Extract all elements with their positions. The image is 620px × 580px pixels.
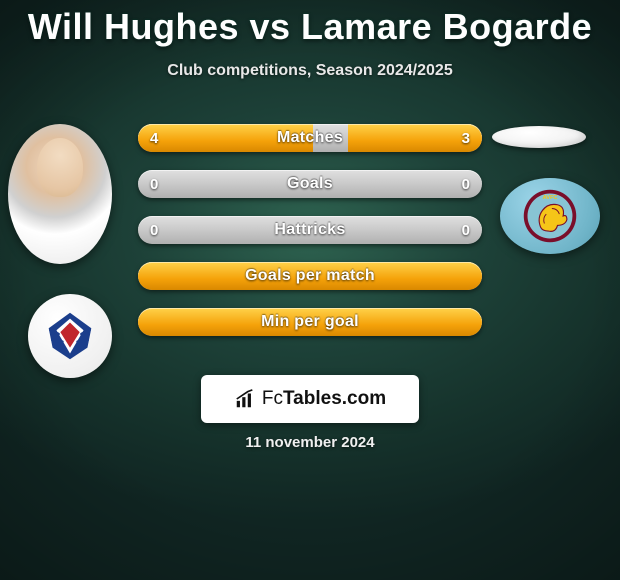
player-left-photo bbox=[8, 124, 112, 264]
bar-label: Goals per match bbox=[138, 262, 482, 290]
bar-label: Min per goal bbox=[138, 308, 482, 336]
brand-box[interactable]: FcTables.com bbox=[201, 375, 419, 423]
chart-icon bbox=[234, 388, 256, 410]
bar-label: Matches bbox=[138, 124, 482, 152]
stat-bars: 43Matches 00Goals 00Hattricks Goals per mat… bbox=[138, 124, 482, 354]
lion-icon: AVFC bbox=[520, 186, 580, 246]
content-root: Will Hughes vs Lamare Bogarde Club compe… bbox=[0, 0, 620, 580]
stat-row: 43Matches bbox=[138, 124, 482, 152]
date-text: 11 november 2024 bbox=[0, 434, 620, 451]
stat-row: 00Goals bbox=[138, 170, 482, 198]
brand-label: FcTables.com bbox=[262, 388, 386, 409]
stat-row: Goals per match bbox=[138, 262, 482, 290]
bar-label: Hattricks bbox=[138, 216, 482, 244]
brand-text: FcTables.com bbox=[262, 388, 386, 410]
stat-row: Min per goal bbox=[138, 308, 482, 336]
subtitle: Club competitions, Season 2024/2025 bbox=[0, 62, 620, 80]
page-title: Will Hughes vs Lamare Bogarde bbox=[0, 0, 620, 48]
club-badge-left bbox=[28, 294, 112, 378]
player-right-photo-placeholder bbox=[492, 126, 586, 148]
eagle-icon bbox=[39, 305, 101, 367]
bar-label: Goals bbox=[138, 170, 482, 198]
svg-text:AVFC: AVFC bbox=[543, 195, 558, 201]
stat-row: 00Hattricks bbox=[138, 216, 482, 244]
club-badge-right: AVFC bbox=[500, 178, 600, 254]
